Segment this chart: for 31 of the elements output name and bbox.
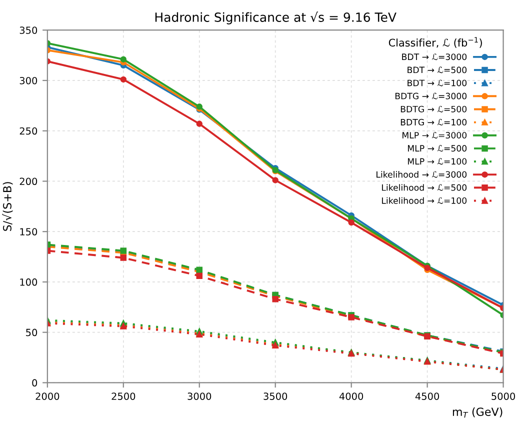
x-axis-title: m$_{T}$ (GeV) — [452, 407, 502, 418]
legend-label: BDTG → ℒ=100 — [400, 118, 467, 126]
y-tick-label: 350 — [20, 26, 38, 34]
legend-title: Classifier, ℒ (fb$^{−1}$) — [388, 37, 482, 48]
legend-label: MLP → ℒ=500 — [408, 145, 467, 152]
x-tick-label: 2000 — [36, 392, 60, 400]
y-axis-title: S/√(S+B) — [2, 182, 13, 231]
y-tick-label: 250 — [20, 127, 38, 135]
legend-label: BDTG → ℒ=3000 — [395, 92, 467, 100]
legend-label: MLP → ℒ=3000 — [402, 132, 467, 139]
legend-label: MLP → ℒ=100 — [408, 158, 467, 165]
x-tick-label: 2500 — [112, 392, 136, 400]
y-tick-label: 300 — [20, 76, 38, 84]
y-tick-label: 50 — [26, 328, 38, 336]
legend-label: Likelihood → ℒ=500 — [382, 184, 467, 191]
legend-label: BDTG → ℒ=500 — [400, 106, 467, 112]
legend-label: Likelihood → ℒ=100 — [382, 197, 467, 204]
legend-label: Likelihood → ℒ=3000 — [376, 171, 467, 178]
x-tick-label: 4000 — [339, 392, 364, 400]
x-tick-label: 3000 — [188, 392, 212, 400]
chart-title: Hadronic Significance at √s = 9.16 TeV — [155, 12, 396, 24]
legend-label: BDT → ℒ=500 — [408, 66, 467, 74]
legend-label: BDT → ℒ=3000 — [402, 54, 467, 60]
x-tick-label: 3500 — [264, 392, 288, 400]
y-tick-label: 200 — [20, 178, 38, 186]
y-tick-label: 0 — [32, 379, 38, 387]
y-tick-label: 100 — [20, 278, 38, 286]
x-tick-label: 5000 — [492, 392, 516, 400]
x-tick-label: 4500 — [415, 392, 440, 400]
legend-label: BDT → ℒ=100 — [408, 80, 467, 86]
y-tick-label: 150 — [20, 228, 38, 236]
